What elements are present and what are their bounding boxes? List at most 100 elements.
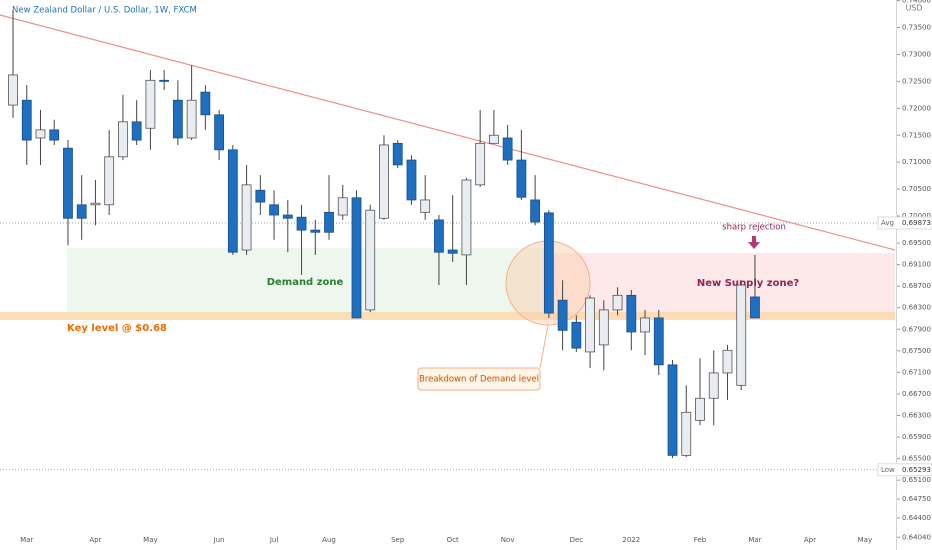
x-tick-label: Aug [322, 536, 336, 544]
candle-body [269, 204, 279, 216]
candle-body [461, 179, 472, 256]
y-tick-label: 0.65100 [902, 476, 931, 484]
candle-body [530, 199, 541, 223]
candle-body [516, 159, 527, 198]
y-tick-label: 0.71000 [902, 158, 931, 166]
y-tick-label: 0.72000 [902, 104, 931, 112]
candle-body [145, 79, 156, 129]
candle-body [543, 212, 554, 314]
y-tick-label: 0.70000 [902, 212, 931, 220]
x-tick-label: Apr [89, 536, 101, 544]
y-tick-label: 0.69500 [902, 239, 931, 247]
candle-body [626, 294, 637, 333]
candle-body [406, 159, 417, 201]
currency: USD [905, 4, 922, 13]
candle-body [598, 309, 609, 346]
y-tick-label: 0.64750 [902, 495, 931, 503]
candle-body [351, 197, 362, 319]
y-tick-label: 0.66300 [902, 412, 931, 420]
x-tick-label: May [143, 536, 157, 544]
candle-body [557, 299, 568, 331]
y-tick-label: 0.66700 [902, 390, 931, 398]
candle-body [172, 99, 183, 139]
candle-body [722, 349, 733, 374]
price-line-name: Avg [881, 219, 894, 227]
candle-body [420, 199, 431, 213]
supply-label: New Supply zone? [697, 278, 800, 289]
candle-body [255, 189, 266, 203]
rejection-arrow [748, 236, 760, 249]
price-axis-bg [897, 0, 932, 550]
trend-line [0, 14, 896, 251]
demand-zone [67, 248, 545, 317]
candle-body [241, 184, 252, 251]
y-tick-label: 0.71500 [902, 131, 931, 139]
candle-body [750, 296, 760, 319]
candle-body [35, 129, 46, 139]
y-tick-label: 0.74000 [902, 0, 931, 5]
candle-body [612, 294, 623, 311]
candle-body [296, 216, 307, 231]
chart-title: New Zealand Dollar / U.S. Dollar, 1W, FX… [12, 6, 197, 16]
candle-body [186, 99, 197, 139]
candle-body [447, 249, 458, 254]
x-tick-label: Nov [501, 536, 515, 544]
demand-label: Demand zone [267, 277, 344, 288]
candle-body [640, 317, 650, 333]
key-level-band [0, 312, 895, 320]
y-tick-label: 0.65900 [902, 433, 931, 441]
candle-body [708, 372, 719, 399]
candle-body [49, 129, 60, 141]
price-tag-bg [877, 463, 932, 477]
rejection-label: sharp rejection [722, 223, 786, 233]
candle-body [21, 99, 32, 141]
price-line-name: Low [881, 466, 895, 474]
candle-body [392, 142, 403, 166]
candle-body [118, 121, 128, 158]
candle-body [337, 197, 348, 216]
x-tick-label: Sep [391, 536, 405, 544]
candle-body [379, 144, 389, 219]
candle-body [365, 209, 376, 311]
candle-body [200, 91, 211, 116]
candle-body [488, 134, 499, 144]
y-tick-label: 0.72500 [902, 77, 931, 85]
candle-body [736, 284, 747, 386]
price-line-value: 0.69873 [902, 219, 931, 227]
candle-body [585, 297, 595, 353]
candle-body [90, 202, 101, 206]
y-tick-label: 0.64040 [902, 533, 931, 541]
y-tick-label: 0.68300 [902, 304, 931, 312]
x-tick-label: Jun [213, 536, 225, 544]
y-tick-label: 0.68700 [902, 282, 931, 290]
candle-body [310, 229, 321, 233]
y-tick-label: 0.73500 [902, 23, 931, 31]
x-tick-label: Feb [694, 536, 707, 544]
callout-box [417, 367, 541, 391]
candle-body [104, 156, 115, 206]
x-tick-label: Dec [570, 536, 584, 544]
y-tick-label: 0.64400 [902, 514, 931, 522]
y-tick-label: 0.70500 [902, 185, 931, 193]
candle-body [131, 121, 142, 141]
x-tick-label: Mar [748, 536, 761, 544]
key-level-label: Key level @ $0.68 [67, 323, 167, 334]
breakdown-label: Breakdown of Demand level [419, 375, 539, 385]
candle-body [63, 147, 73, 219]
candle-body [653, 317, 664, 366]
x-tick-label: Jul [269, 536, 279, 544]
candle-body [76, 204, 87, 219]
candle-body [667, 364, 678, 456]
x-tick-label: May [858, 536, 872, 544]
callout-line [539, 324, 549, 369]
candle-body [282, 214, 293, 219]
x-tick-label: Mar [20, 536, 33, 544]
price-tag-bg [877, 216, 932, 230]
y-tick-label: 0.73000 [902, 50, 931, 58]
y-tick-label: 0.67500 [902, 347, 931, 355]
x-tick-label: Oct [447, 536, 459, 544]
candle-body [324, 211, 334, 233]
candle-body [214, 114, 225, 151]
x-tick-label: Apr [804, 536, 816, 544]
